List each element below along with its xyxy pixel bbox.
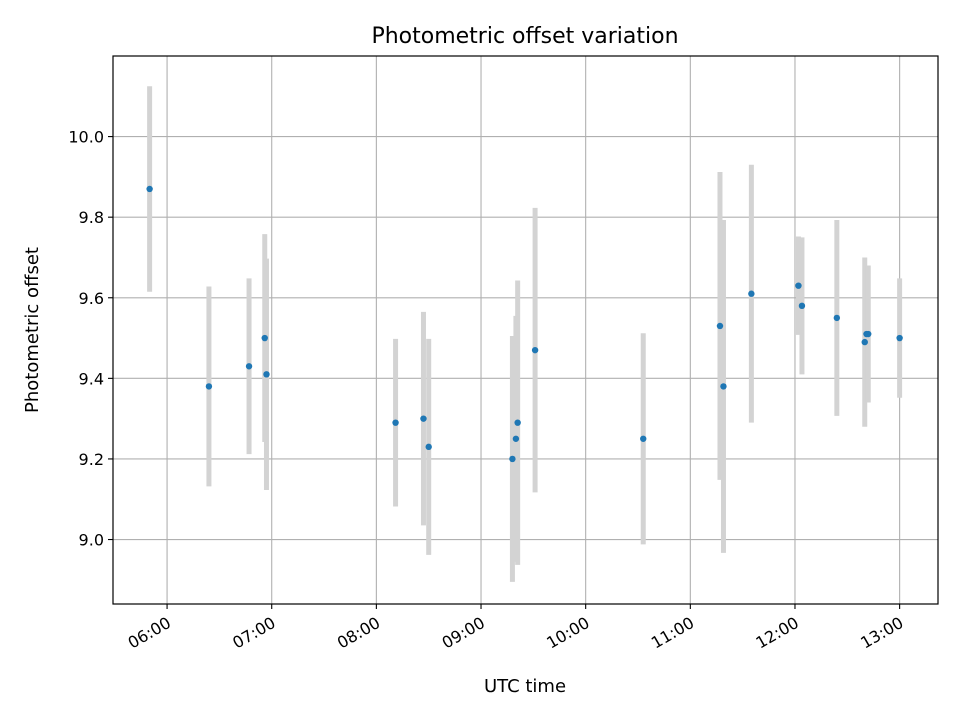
data-point bbox=[146, 185, 153, 193]
data-point bbox=[261, 334, 268, 342]
y-axis-ticks: 9.0 9.2 9.4 9.6 9.8 10.0 bbox=[68, 128, 113, 550]
data-point bbox=[861, 338, 868, 346]
data-point bbox=[865, 330, 872, 338]
data-point bbox=[640, 435, 647, 442]
data-point bbox=[716, 322, 724, 330]
data-point bbox=[392, 419, 399, 426]
y-tick-label: 9.0 bbox=[79, 531, 104, 550]
y-tick-label: 10.0 bbox=[68, 128, 104, 147]
data-point bbox=[509, 455, 516, 463]
data-point bbox=[205, 383, 213, 390]
data-point bbox=[798, 302, 806, 310]
data-point bbox=[420, 415, 427, 422]
y-tick-label: 9.4 bbox=[79, 369, 104, 388]
data-point bbox=[896, 334, 903, 342]
x-axis-title: UTC time bbox=[484, 676, 566, 697]
data-point bbox=[425, 443, 432, 451]
data-markers bbox=[146, 185, 903, 463]
data-point bbox=[795, 282, 802, 289]
data-point bbox=[263, 371, 270, 378]
y-tick-label: 9.6 bbox=[79, 289, 104, 308]
y-tick-label: 9.2 bbox=[79, 450, 104, 469]
data-point bbox=[531, 346, 539, 354]
data-point bbox=[720, 383, 727, 390]
y-axis-title: Photometric offset bbox=[22, 247, 43, 413]
y-tick-label: 9.8 bbox=[79, 208, 104, 227]
data-point bbox=[748, 290, 755, 297]
chart-title: Photometric offset variation bbox=[371, 24, 678, 49]
data-point bbox=[245, 363, 253, 370]
data-point bbox=[512, 435, 520, 442]
data-point bbox=[833, 314, 841, 322]
plot-frame bbox=[112, 55, 939, 605]
data-point bbox=[514, 419, 521, 426]
